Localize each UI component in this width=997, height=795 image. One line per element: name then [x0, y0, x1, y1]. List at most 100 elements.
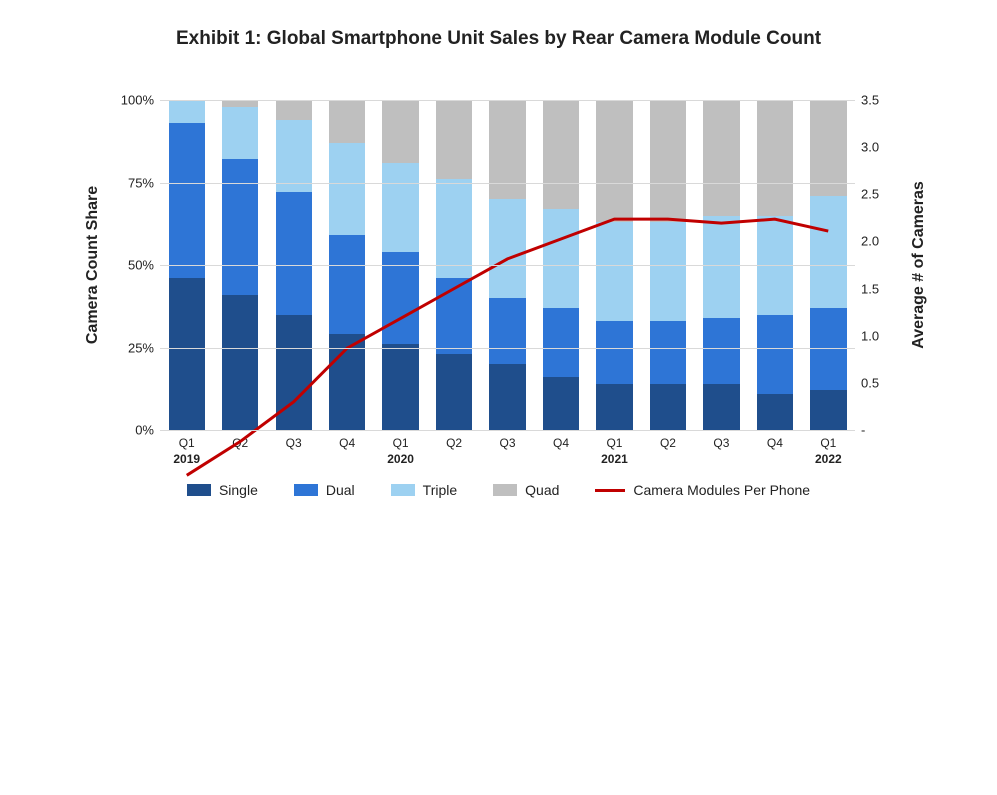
bar-segment-single [810, 390, 846, 430]
bar-segment-single [489, 364, 525, 430]
bar-segment-dual [436, 278, 472, 354]
bar-segment-single [757, 394, 793, 430]
x-tick-label: Q4 [320, 436, 373, 450]
legend-item: Single [187, 482, 258, 498]
plot-area: Q12019Q2Q3Q4Q12020Q2Q3Q4Q12021Q2Q3Q4Q120… [160, 100, 855, 430]
y-left-tick-label: 75% [112, 175, 154, 190]
y-left-axis-label: Camera Count Share [83, 100, 103, 430]
chart-page: Exhibit 1: Global Smartphone Unit Sales … [0, 0, 997, 549]
bar-segment-triple [222, 107, 258, 160]
bar-segment-single [276, 315, 312, 431]
bar-segment-quad [543, 100, 579, 209]
x-tick-label: Q1 [160, 436, 213, 450]
x-tick-label: Q3 [695, 436, 748, 450]
x-tick-label: Q2 [641, 436, 694, 450]
x-tick-label: Q4 [534, 436, 587, 450]
bar-segment-triple [382, 163, 418, 252]
y-left-tick-label: 100% [112, 93, 154, 108]
legend-box-swatch [391, 484, 415, 496]
bar-segment-single [543, 377, 579, 430]
bar-segment-dual [329, 235, 365, 334]
bar-segment-single [382, 344, 418, 430]
x-year-label: 2019 [160, 452, 213, 466]
x-tick-label: Q4 [748, 436, 801, 450]
y-left-tick-label: 25% [112, 340, 154, 355]
legend-line-swatch [595, 489, 625, 492]
legend-box-swatch [187, 484, 211, 496]
bar-segment-single [329, 334, 365, 430]
bar-segment-dual [650, 321, 686, 384]
bar-segment-dual [810, 308, 846, 391]
y-right-tick-label: 3.0 [861, 140, 903, 155]
gridline [160, 348, 855, 349]
y-right-tick-label: 2.5 [861, 187, 903, 202]
bar-segment-single [436, 354, 472, 430]
gridline [160, 183, 855, 184]
bar-segment-single [222, 295, 258, 430]
bar-segment-quad [489, 100, 525, 199]
bar-segment-dual [489, 298, 525, 364]
legend-item: Camera Modules Per Phone [595, 482, 810, 498]
bar-segment-single [650, 384, 686, 430]
legend-label: Camera Modules Per Phone [633, 482, 810, 498]
x-year-label: 2021 [588, 452, 641, 466]
y-right-tick-label: 1.5 [861, 281, 903, 296]
bar-segment-quad [222, 100, 258, 107]
legend-box-swatch [294, 484, 318, 496]
y-right-tick-label: 0.5 [861, 375, 903, 390]
x-year-label: 2020 [374, 452, 427, 466]
y-right-tick-label: 1.0 [861, 328, 903, 343]
x-tick-label: Q1 [802, 436, 855, 450]
bar-segment-quad [596, 100, 632, 222]
legend-item: Quad [493, 482, 559, 498]
gridline [160, 100, 855, 101]
legend-label: Triple [423, 482, 458, 498]
bar-segment-dual [757, 315, 793, 394]
bar-segment-quad [436, 100, 472, 179]
legend-item: Triple [391, 482, 458, 498]
bar-segment-quad [757, 100, 793, 216]
y-right-axis-label-text: Average # of Cameras [910, 181, 928, 349]
legend-label: Dual [326, 482, 355, 498]
gridline [160, 430, 855, 431]
y-left-tick-label: 50% [112, 258, 154, 273]
bar-segment-dual [276, 192, 312, 314]
legend-item: Dual [294, 482, 355, 498]
bar-segment-triple [489, 199, 525, 298]
bar-segment-triple [329, 143, 365, 235]
bar-segment-triple [650, 222, 686, 321]
legend-label: Single [219, 482, 258, 498]
y-right-tick-label: 2.0 [861, 234, 903, 249]
chart-title: Exhibit 1: Global Smartphone Unit Sales … [0, 28, 997, 50]
y-right-axis-label: Average # of Cameras [909, 100, 929, 430]
y-left-axis-label-text: Camera Count Share [84, 186, 102, 344]
chart-area: Camera Count Share Average # of Cameras … [65, 100, 935, 430]
bar-segment-quad [329, 100, 365, 143]
bar-segment-dual [222, 159, 258, 294]
bar-segment-triple [810, 196, 846, 308]
x-tick-label: Q3 [267, 436, 320, 450]
bar-segment-triple [169, 100, 205, 123]
y-right-tick-label: - [861, 423, 903, 438]
y-right-tick-label: 3.5 [861, 93, 903, 108]
bar-segment-quad [382, 100, 418, 163]
bar-segment-quad [810, 100, 846, 196]
bar-segment-single [596, 384, 632, 430]
x-tick-label: Q3 [481, 436, 534, 450]
y-left-tick-label: 0% [112, 423, 154, 438]
legend-label: Quad [525, 482, 559, 498]
bar-segment-dual [596, 321, 632, 384]
gridline [160, 265, 855, 266]
bar-segment-single [703, 384, 739, 430]
bar-segment-triple [543, 209, 579, 308]
bar-segment-triple [436, 179, 472, 278]
bar-segment-quad [650, 100, 686, 222]
x-year-label: 2022 [802, 452, 855, 466]
bar-segment-quad [276, 100, 312, 120]
legend: Single Dual Triple Quad Camera Modules Per P… [0, 482, 997, 498]
legend-box-swatch [493, 484, 517, 496]
bar-segment-dual [703, 318, 739, 384]
bar-segment-single [169, 278, 205, 430]
x-tick-label: Q1 [588, 436, 641, 450]
bar-segment-dual [543, 308, 579, 377]
